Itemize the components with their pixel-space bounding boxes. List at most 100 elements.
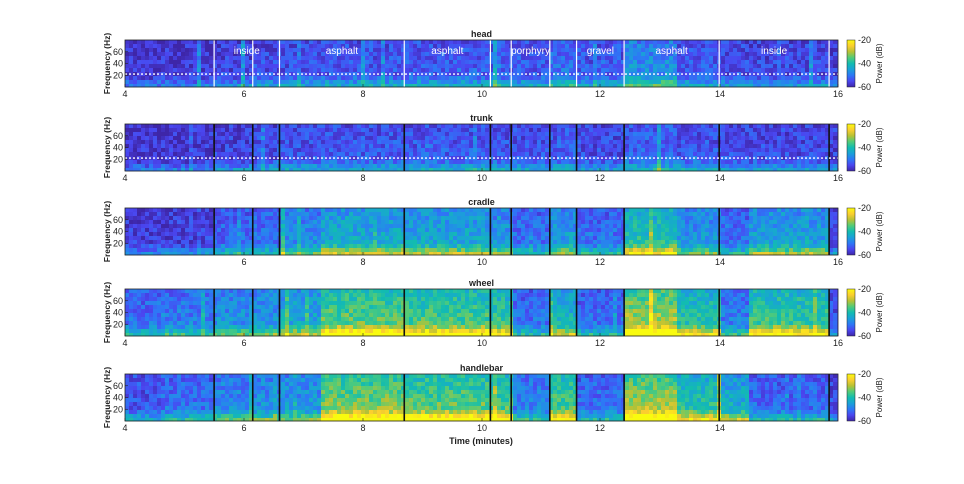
x-tick-label: 8	[360, 423, 365, 433]
x-tick-label: 16	[833, 89, 843, 99]
y-tick-label: 60	[113, 296, 123, 306]
spectrogram-cells	[125, 374, 838, 422]
colorbar-tick-label: -20	[858, 35, 871, 45]
x-tick-label: 4	[122, 89, 127, 99]
colorbar	[846, 288, 856, 337]
colorbar-tick-label: -20	[858, 284, 871, 294]
x-tick-label: 10	[477, 423, 487, 433]
y-tick-label: 40	[113, 308, 123, 318]
x-tick-label: 10	[477, 257, 487, 267]
y-axis-label: Frequency (Hz)	[102, 282, 112, 344]
panel-title: wheel	[468, 278, 494, 288]
x-tick-label: 8	[360, 89, 365, 99]
x-tick-label: 14	[715, 338, 725, 348]
colorbar-tick-label: -60	[858, 331, 871, 341]
x-tick-label: 16	[833, 257, 843, 267]
x-tick-label: 4	[122, 423, 127, 433]
x-tick-label: 8	[360, 338, 365, 348]
colorbar-label: Power (dB)	[875, 211, 884, 251]
x-tick-label: 12	[595, 257, 605, 267]
panel-title: head	[471, 29, 492, 39]
spectrogram-cells	[125, 40, 838, 88]
segment-label-gravel: gravel	[587, 46, 614, 57]
x-tick-label: 4	[122, 173, 127, 183]
x-tick-label: 4	[122, 338, 127, 348]
segment-label-inside: inside	[234, 46, 261, 57]
x-axis-label: Time (minutes)	[449, 436, 513, 446]
panel-title: handlebar	[460, 363, 504, 373]
y-axis-label: Frequency (Hz)	[102, 367, 112, 429]
colorbar-tick-label: -60	[858, 82, 871, 92]
spectrogram-cells	[125, 289, 838, 337]
colorbar-tick-label: -40	[858, 59, 871, 69]
y-tick-label: 20	[113, 238, 123, 248]
y-tick-label: 40	[113, 393, 123, 403]
x-tick-label: 14	[715, 89, 725, 99]
y-tick-label: 40	[113, 143, 123, 153]
x-tick-label: 10	[477, 173, 487, 183]
colorbar-tick-label: -40	[858, 308, 871, 318]
y-axis-label: Frequency (Hz)	[102, 117, 112, 179]
panel-title: trunk	[470, 113, 493, 123]
y-tick-label: 40	[113, 59, 123, 69]
colorbar	[846, 373, 856, 422]
colorbar-label: Power (dB)	[875, 292, 884, 332]
spectrogram-cells	[125, 208, 838, 256]
x-tick-label: 6	[241, 423, 246, 433]
colorbar	[846, 207, 856, 256]
segment-label-asphalt: asphalt	[431, 46, 463, 57]
x-tick-label: 16	[833, 173, 843, 183]
segment-label-asphalt: asphalt	[656, 46, 688, 57]
colorbar-label: Power (dB)	[875, 377, 884, 417]
x-tick-label: 6	[241, 89, 246, 99]
colorbar-tick-label: -20	[858, 119, 871, 129]
colorbar	[846, 123, 856, 172]
x-tick-label: 12	[595, 173, 605, 183]
x-tick-label: 6	[241, 338, 246, 348]
colorbar-tick-label: -60	[858, 416, 871, 426]
colorbar-tick-label: -20	[858, 203, 871, 213]
y-axis-label: Frequency (Hz)	[102, 201, 112, 263]
y-tick-label: 60	[113, 215, 123, 225]
x-tick-label: 12	[595, 423, 605, 433]
segment-label-porphyry: porphyry	[511, 46, 550, 57]
x-tick-label: 6	[241, 257, 246, 267]
y-tick-label: 20	[113, 319, 123, 329]
colorbar-tick-label: -60	[858, 250, 871, 260]
y-tick-label: 60	[113, 131, 123, 141]
x-tick-label: 14	[715, 423, 725, 433]
x-tick-label: 12	[595, 89, 605, 99]
y-tick-label: 20	[113, 404, 123, 414]
x-tick-label: 14	[715, 257, 725, 267]
x-tick-label: 12	[595, 338, 605, 348]
colorbar-label: Power (dB)	[875, 43, 884, 83]
y-tick-label: 20	[113, 70, 123, 80]
x-tick-label: 10	[477, 89, 487, 99]
y-tick-label: 60	[113, 381, 123, 391]
colorbar-tick-label: -40	[858, 393, 871, 403]
x-tick-label: 8	[360, 173, 365, 183]
colorbar-tick-label: -60	[858, 166, 871, 176]
segment-label-inside: inside	[761, 46, 788, 57]
y-axis-label: Frequency (Hz)	[102, 33, 112, 95]
colorbar-tick-label: -40	[858, 227, 871, 237]
x-tick-label: 8	[360, 257, 365, 267]
y-tick-label: 40	[113, 227, 123, 237]
colorbar-tick-label: -20	[858, 369, 871, 379]
segment-label-asphalt: asphalt	[326, 46, 358, 57]
colorbar-label: Power (dB)	[875, 127, 884, 167]
x-tick-label: 16	[833, 338, 843, 348]
colorbar-tick-label: -40	[858, 143, 871, 153]
y-tick-label: 20	[113, 154, 123, 164]
spectrogram-cells	[125, 124, 838, 172]
colorbar	[846, 39, 856, 88]
y-tick-label: 60	[113, 47, 123, 57]
x-tick-label: 10	[477, 338, 487, 348]
x-tick-label: 14	[715, 173, 725, 183]
